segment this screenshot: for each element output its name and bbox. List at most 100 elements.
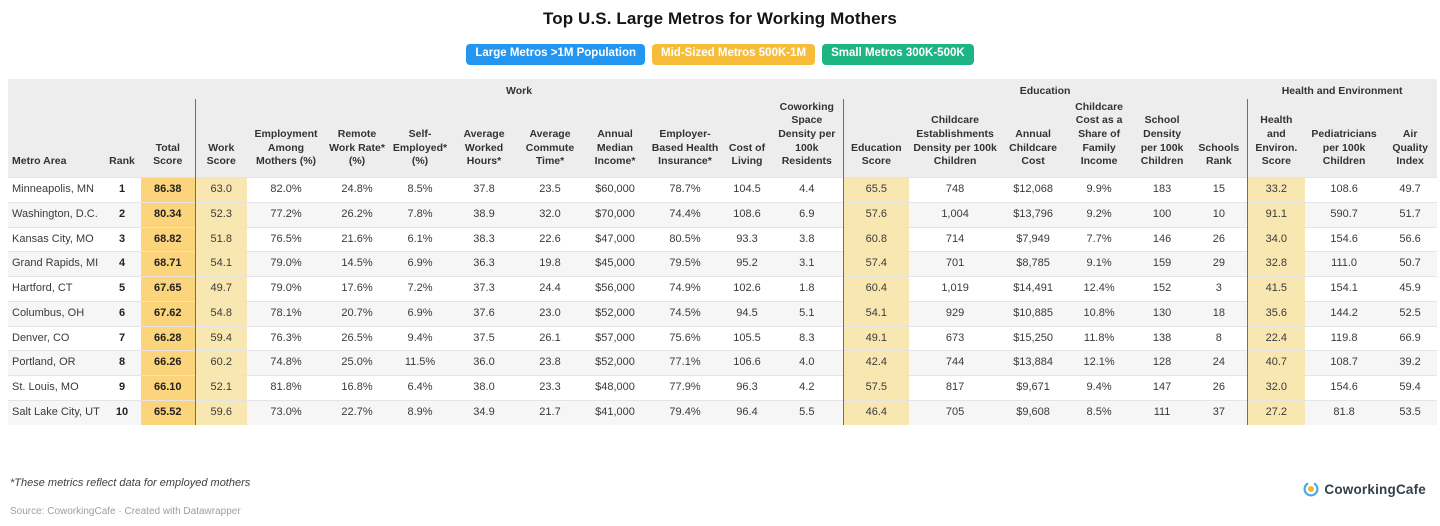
table-cell: 4.0	[799, 356, 815, 369]
table-cell: 52.1	[194, 375, 248, 401]
table-cell: 65.5	[842, 177, 910, 203]
table-cell: 82.0%	[270, 183, 302, 195]
table-cell: 52.3	[194, 202, 248, 227]
table-row: Minneapolis, MN 1 86.38 63.0 82.0% 24.8% 8.5% 3…	[8, 177, 1438, 203]
table-cell: 91.1	[1246, 202, 1306, 227]
table-cell: 23.5	[539, 183, 561, 195]
table-cell: 49.7	[194, 276, 248, 302]
column-header-total-score: Total Score	[153, 141, 183, 168]
table-cell: 159	[1152, 257, 1172, 270]
table-cell: $14,491	[1013, 282, 1053, 294]
table-cell: 66.9	[1399, 331, 1421, 344]
table-cell: 17.6%	[341, 282, 373, 294]
table-cell: 23.3	[539, 381, 561, 393]
table-cell: 32.8	[1246, 251, 1306, 277]
table-cell: 10.8%	[1083, 306, 1115, 319]
table-cell: 9.9%	[1086, 183, 1112, 195]
table-cell: $8,785	[1016, 257, 1050, 270]
table-row: Denver, CO 7 66.28 59.4 76.3% 26.5% 9.4% 37.5 26…	[8, 326, 1438, 351]
table-cell: 77.9%	[669, 381, 701, 393]
table-row: Portland, OR 8 66.26 60.2 74.8% 25.0% 11.5% 36.…	[8, 350, 1438, 376]
table-cell: 80.5%	[669, 232, 701, 245]
table-cell: 9	[118, 381, 126, 393]
table-cell: 38.0	[473, 381, 495, 393]
column-header-air-quality-index: Air Quality Index	[1392, 128, 1428, 168]
table-cell: 2	[118, 207, 126, 220]
table-cell: 6.9%	[407, 257, 433, 270]
table-cell: 78.1%	[270, 306, 302, 319]
column-header-average-worked-hours-: Average Worked Hours*	[463, 128, 505, 168]
table-cell: 130	[1152, 306, 1172, 319]
table-cell: 817	[945, 381, 965, 393]
column-header-employer-based-health-insurance-: Employer-Based Health Insurance*	[651, 128, 719, 168]
table-cell: $13,796	[1013, 207, 1053, 220]
table-cell: 701	[945, 257, 965, 270]
table-cell: 146	[1152, 232, 1172, 245]
table-head: Work Education Health and Environment Metro…	[8, 78, 1438, 178]
table-cell: 108.6	[1330, 183, 1358, 195]
column-header-pediatricians-per-100k-children: Pediatricians per 100k Children	[1311, 128, 1377, 168]
table-cell: 138	[1152, 331, 1172, 344]
group-header-education: Education	[1019, 84, 1071, 97]
column-header-annual-median-income-: Annual Median Income*	[594, 128, 636, 168]
column-header-average-commute-time-: Average Commute Time*	[525, 128, 575, 168]
table-cell: 183	[1152, 183, 1172, 195]
table-cell: 106.6	[733, 356, 761, 369]
table-cell: 154.6	[1330, 381, 1358, 393]
table-cell: 39.2	[1399, 356, 1421, 369]
table-cell: 34.0	[1246, 227, 1306, 252]
table-cell: 73.0%	[270, 405, 302, 418]
table-cell: 128	[1152, 356, 1172, 369]
legend-badge-mid-metros: Mid-Sized Metros 500K-1M	[652, 44, 816, 65]
table-cell: Grand Rapids, MI	[12, 257, 99, 270]
table-cell: 22.4	[1246, 326, 1306, 351]
table-cell: 49.7	[1399, 183, 1421, 195]
table-cell: $12,068	[1013, 183, 1053, 195]
table-cell: 5.1	[799, 306, 815, 319]
coworkingcafe-logo: CoworkingCafe	[1303, 481, 1426, 497]
table-cell: 15	[1212, 183, 1225, 195]
table-cell: 60.4	[842, 276, 910, 302]
table-cell: 38.3	[473, 232, 495, 245]
table-cell: 7.8%	[407, 207, 433, 220]
table-cell: Columbus, OH	[12, 306, 85, 319]
table-cell: 3.8	[799, 232, 815, 245]
table-cell: 81.8	[1333, 405, 1355, 418]
table-cell: 24.8%	[341, 183, 373, 195]
table-cell: 104.5	[733, 183, 761, 195]
table-cell: 8	[118, 356, 126, 369]
metro-table: Work Education Health and Environment Metro…	[8, 78, 1438, 425]
table-cell: 57.4	[842, 251, 910, 277]
table-cell: 46.4	[842, 400, 910, 425]
table-cell: 24	[1212, 356, 1225, 369]
column-header-coworking-space-density-per-100k-residents: Coworking Space Density per 100k Residen…	[778, 100, 836, 168]
table-cell: 66.26	[141, 350, 196, 376]
table-cell: 8.5%	[407, 183, 433, 195]
table-cell: 10	[115, 405, 129, 418]
table-cell: 33.2	[1246, 177, 1306, 203]
table-cell: 3	[1215, 282, 1222, 294]
table-cell: 36.0	[473, 356, 495, 369]
table-cell: 1.8	[799, 282, 815, 294]
table-cell: 4	[118, 257, 126, 270]
table-cell: 748	[945, 183, 965, 195]
table-cell: 7.7%	[1086, 232, 1112, 245]
table-cell: 56.6	[1399, 232, 1421, 245]
table-cell: 79.5%	[669, 257, 701, 270]
table-row: Hartford, CT 5 67.65 49.7 79.0% 17.6% 7.2% 37.3…	[8, 276, 1438, 302]
table-cell: Kansas City, MO	[12, 232, 94, 245]
group-header-health-and-environment: Health and Environment	[1281, 84, 1403, 97]
table-cell: $9,671	[1016, 381, 1050, 393]
table-cell: 42.4	[842, 350, 910, 376]
table-cell: 93.3	[736, 232, 758, 245]
table-container: Work Education Health and Environment Metro…	[8, 78, 1438, 425]
column-header-annual-childcare-cost: Annual Childcare Cost	[1009, 128, 1057, 168]
legend-badge-large-metros: Large Metros >1M Population	[466, 44, 646, 65]
table-cell: 20.7%	[341, 306, 373, 319]
table-cell: 25.0%	[341, 356, 373, 369]
table-cell: 23.8	[539, 356, 561, 369]
table-cell: 37	[1212, 405, 1225, 418]
table-cell: 50.7	[1399, 257, 1421, 270]
table-cell: 1	[118, 183, 126, 195]
table-cell: 79.0%	[270, 282, 302, 294]
